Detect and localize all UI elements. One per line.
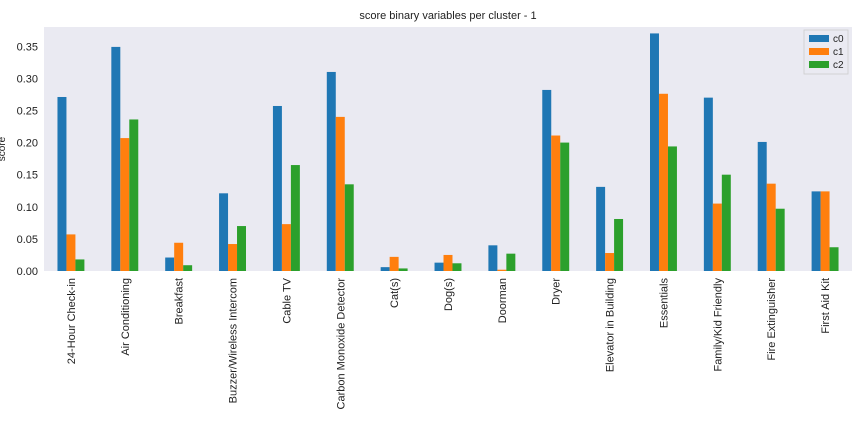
x-tick-label: Dryer xyxy=(551,278,563,305)
x-tick-label: Carbon Monoxide Detector xyxy=(335,278,347,410)
bar-c2-3 xyxy=(237,226,246,271)
y-tick-label: 0.15 xyxy=(17,170,38,182)
y-tick-label: 0.25 xyxy=(17,105,38,117)
bar-c0-0 xyxy=(57,96,67,272)
x-tick-label: Cable TV xyxy=(281,277,293,323)
bar-c2-5 xyxy=(344,184,354,271)
x-tick-label: Doorman xyxy=(497,278,509,323)
x-tick-label: Cat(s) xyxy=(389,278,401,308)
y-axis-ticks: 0.00 0.05 0.10 0.15 0.20 0.25 0.30 0.35 xyxy=(17,41,38,278)
legend: c0 c1 c2 xyxy=(803,29,849,75)
y-tick-label: 0.10 xyxy=(17,202,38,214)
bar-c2-10 xyxy=(614,218,624,271)
bar-c1-10 xyxy=(605,253,615,271)
x-tick-label: Buzzer/Wireless Intercom xyxy=(228,278,240,403)
bar-c1-6 xyxy=(389,256,399,271)
bar-c1-13 xyxy=(766,183,776,271)
x-tick-label: Dog(s) xyxy=(443,278,455,311)
legend-swatch-c1 xyxy=(809,48,829,55)
bar-c0-5 xyxy=(326,71,336,271)
bar-c0-3 xyxy=(219,193,229,271)
bar-c0-8 xyxy=(488,245,498,271)
bar-c2-4 xyxy=(290,165,300,271)
x-tick-label: Breakfast xyxy=(174,278,186,324)
x-tick-label: Fire Extinguisher xyxy=(766,278,778,361)
series-c1 xyxy=(66,93,830,271)
x-tick-label: First Aid Kit xyxy=(820,278,832,334)
bar-c2-0 xyxy=(75,259,85,271)
bar-c1-0 xyxy=(66,234,76,271)
bar-c1-9 xyxy=(551,135,561,271)
bar-c2-2 xyxy=(183,265,193,271)
bar-c2-11 xyxy=(667,146,677,271)
chart-title: score binary variables per cluster - 1 xyxy=(359,10,536,22)
bar-c0-13 xyxy=(757,141,767,271)
bar-c2-7 xyxy=(452,263,462,271)
bar-c0-14 xyxy=(811,191,821,271)
bar-c1-14 xyxy=(820,191,830,271)
legend-label-c2: c2 xyxy=(833,60,844,71)
legend-swatch-c0 xyxy=(809,35,829,42)
bar-c2-6 xyxy=(398,268,408,271)
bar-c1-11 xyxy=(658,93,668,271)
x-tick-label: Air Conditioning xyxy=(120,278,132,356)
bar-c2-14 xyxy=(829,247,839,271)
bar-c2-12 xyxy=(721,174,731,271)
bar-c1-3 xyxy=(228,244,238,271)
bar-c0-10 xyxy=(596,186,606,271)
bar-c2-1 xyxy=(129,119,139,272)
bar-c0-4 xyxy=(272,105,282,271)
bar-c1-8 xyxy=(497,269,507,271)
x-tick-label: Essentials xyxy=(658,278,670,329)
y-axis-label: score xyxy=(0,136,8,161)
x-tick-label: Family/Kid Friendly xyxy=(712,278,724,372)
bar-c1-12 xyxy=(712,203,722,271)
bar-c1-2 xyxy=(174,242,184,271)
y-tick-label: 0.05 xyxy=(17,234,38,246)
series-c2 xyxy=(75,119,839,272)
legend-label-c1: c1 xyxy=(833,47,844,58)
y-tick-label: 0.30 xyxy=(17,73,38,85)
bar-c0-11 xyxy=(650,33,659,271)
y-tick-label: 0.00 xyxy=(17,266,38,278)
bar-c2-13 xyxy=(775,208,785,271)
bar-c0-6 xyxy=(380,267,390,271)
x-tick-label: Elevator in Building xyxy=(605,278,617,372)
bar-c1-7 xyxy=(443,254,453,271)
bar-c0-9 xyxy=(542,89,552,272)
bar-c0-12 xyxy=(703,97,713,271)
bar-c1-5 xyxy=(335,116,345,271)
bar-c0-1 xyxy=(111,46,121,271)
y-tick-label: 0.35 xyxy=(17,41,38,53)
y-tick-label: 0.20 xyxy=(17,138,38,150)
series-c0 xyxy=(57,33,821,272)
bar-c0-2 xyxy=(165,257,175,271)
bar-c0-7 xyxy=(434,262,444,271)
x-axis-labels: 24-Hour Check-in Air Conditioning Breakfas… xyxy=(66,277,832,409)
legend-swatch-c2 xyxy=(809,61,829,68)
legend-label-c0: c0 xyxy=(833,34,844,45)
bar-series-group xyxy=(57,33,839,272)
bar-c2-9 xyxy=(560,142,570,271)
bar-c1-4 xyxy=(281,224,291,271)
bar-c2-8 xyxy=(506,253,516,271)
bar-c1-1 xyxy=(120,138,130,271)
x-tick-label: 24-Hour Check-in xyxy=(66,278,78,364)
